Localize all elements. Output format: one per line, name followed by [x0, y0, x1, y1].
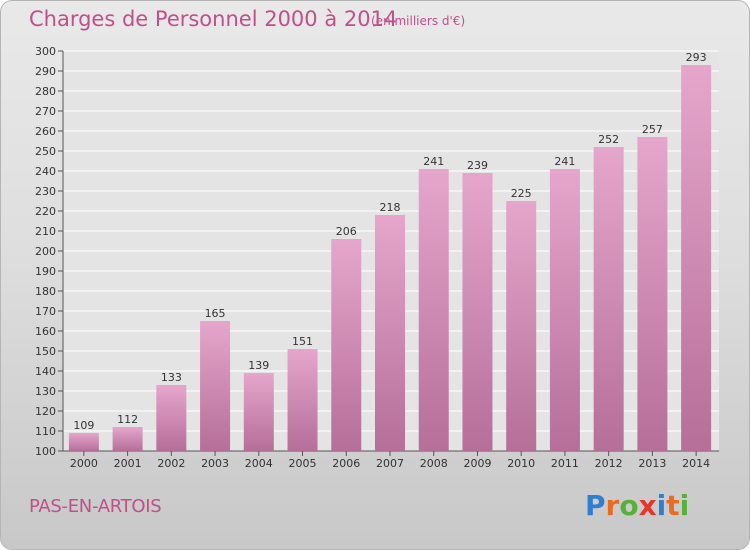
y-tick-label: 230 — [35, 185, 56, 198]
logo-letter: i — [679, 489, 690, 522]
y-tick-label: 100 — [35, 445, 56, 458]
bar-value-label: 257 — [642, 123, 663, 136]
bar-value-label: 241 — [554, 155, 575, 168]
x-tick-label: 2012 — [595, 457, 623, 470]
bar — [375, 215, 405, 451]
x-tick-label: 2014 — [682, 457, 710, 470]
y-tick-label: 260 — [35, 125, 56, 138]
x-tick-label: 2011 — [551, 457, 579, 470]
logo-letter: o — [619, 489, 639, 522]
bar — [637, 137, 668, 451]
y-tick-label: 200 — [35, 245, 56, 258]
bar — [593, 147, 624, 451]
bar-value-label: 293 — [686, 51, 707, 64]
y-tick-label: 150 — [35, 345, 56, 358]
bar-value-label: 225 — [511, 187, 532, 200]
bar-value-label: 151 — [292, 335, 313, 348]
y-tick-label: 120 — [35, 405, 56, 418]
y-tick-label: 250 — [35, 145, 56, 158]
logo-letter: x — [638, 489, 657, 522]
bar-value-label: 241 — [423, 155, 444, 168]
x-tick-label: 2006 — [332, 457, 360, 470]
bar — [156, 385, 187, 451]
bar-value-label: 133 — [161, 371, 182, 384]
chart-title: Charges de Personnel 2000 à 2014 — [29, 7, 398, 31]
y-tick-label: 290 — [35, 65, 56, 78]
logo-letter: t — [666, 489, 680, 522]
x-tick-label: 2013 — [638, 457, 666, 470]
bar — [681, 65, 712, 451]
y-tick-label: 280 — [35, 85, 56, 98]
chart-subtitle: (en milliers d'€) — [371, 14, 466, 28]
bar-value-label: 112 — [117, 413, 138, 426]
bar-value-label: 109 — [73, 419, 94, 432]
x-tick-label: 2007 — [376, 457, 404, 470]
bar — [243, 373, 274, 451]
y-tick-label: 190 — [35, 265, 56, 278]
bar — [200, 321, 231, 451]
y-tick-label: 180 — [35, 285, 56, 298]
logo-letter: i — [656, 489, 667, 522]
x-tick-label: 2008 — [420, 457, 448, 470]
y-tick-label: 160 — [35, 325, 56, 338]
bar — [418, 169, 449, 451]
y-tick-label: 170 — [35, 305, 56, 318]
x-tick-label: 2009 — [463, 457, 491, 470]
commune-name: PAS-EN-ARTOIS — [29, 496, 162, 517]
bar — [462, 173, 493, 451]
y-tick-label: 300 — [35, 45, 56, 58]
logo-letter: P — [585, 489, 606, 522]
bar-value-label: 252 — [598, 133, 619, 146]
x-tick-label: 2001 — [114, 457, 142, 470]
bar-value-label: 139 — [248, 359, 269, 372]
x-tick-label: 2003 — [201, 457, 229, 470]
x-tick-label: 2000 — [70, 457, 98, 470]
x-tick-label: 2004 — [245, 457, 273, 470]
x-tick-label: 2002 — [157, 457, 185, 470]
bar-value-label: 239 — [467, 159, 488, 172]
y-tick-label: 210 — [35, 225, 56, 238]
bar-value-label: 206 — [336, 225, 357, 238]
y-tick-label: 110 — [35, 425, 56, 438]
bar — [331, 239, 362, 451]
bar-value-label: 218 — [380, 201, 401, 214]
y-tick-label: 130 — [35, 385, 56, 398]
proxiti-logo[interactable]: Proxiti — [585, 489, 689, 522]
bar-value-label: 165 — [205, 307, 226, 320]
y-tick-label: 220 — [35, 205, 56, 218]
bar — [68, 433, 99, 451]
y-tick-label: 140 — [35, 365, 56, 378]
logo-letter: r — [605, 489, 620, 522]
x-tick-label: 2010 — [507, 457, 535, 470]
bar — [506, 201, 537, 451]
x-tick-label: 2005 — [289, 457, 317, 470]
y-tick-label: 270 — [35, 105, 56, 118]
bar — [287, 349, 318, 451]
bar — [112, 427, 143, 451]
bar — [549, 169, 580, 451]
y-tick-label: 240 — [35, 165, 56, 178]
